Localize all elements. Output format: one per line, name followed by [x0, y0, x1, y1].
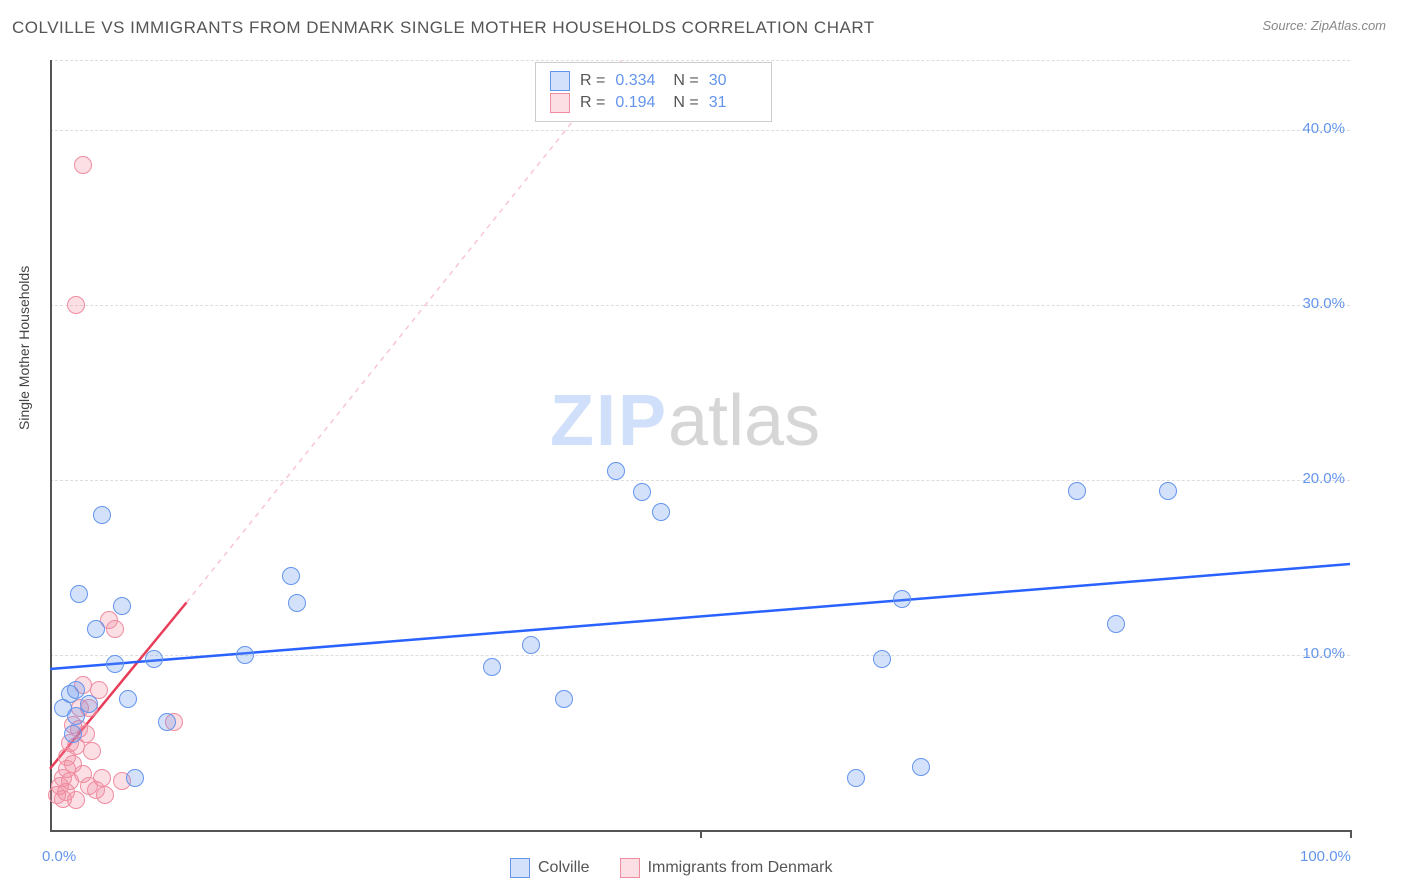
- legend-swatch-colville: [510, 858, 530, 878]
- legend-r-label: R =: [580, 94, 605, 112]
- data-point-colville: [893, 590, 911, 608]
- y-tick-label: 40.0%: [1290, 120, 1345, 137]
- data-point-colville: [64, 725, 82, 743]
- data-point-colville: [80, 695, 98, 713]
- data-point-colville: [847, 769, 865, 787]
- data-point-colville: [106, 655, 124, 673]
- legend-swatch-denmark: [550, 93, 570, 113]
- grid-line: [50, 305, 1350, 306]
- watermark-zip: ZIP: [550, 381, 668, 461]
- trend-line-denmark-ext: [187, 60, 623, 603]
- data-point-denmark: [106, 620, 124, 638]
- data-point-colville: [483, 658, 501, 676]
- data-point-colville: [119, 690, 137, 708]
- legend-n-label: N =: [673, 72, 698, 90]
- x-tick-label: 0.0%: [42, 848, 76, 865]
- data-point-colville: [555, 690, 573, 708]
- data-point-denmark: [74, 156, 92, 174]
- legend-correlation: R = 0.334 N = 30 R = 0.194 N = 31: [535, 62, 772, 122]
- data-point-denmark: [96, 786, 114, 804]
- x-tick-mark: [1350, 830, 1352, 838]
- grid-line: [50, 480, 1350, 481]
- legend-r-colville: 0.334: [615, 72, 663, 90]
- watermark-atlas: atlas: [668, 381, 820, 461]
- data-point-denmark: [67, 296, 85, 314]
- x-tick-mark: [700, 830, 702, 838]
- data-point-colville: [652, 503, 670, 521]
- data-point-colville: [607, 462, 625, 480]
- grid-line: [50, 130, 1350, 131]
- chart-svg-layer: [0, 0, 1406, 892]
- data-point-denmark: [93, 769, 111, 787]
- data-point-denmark: [83, 742, 101, 760]
- legend-series: Colville Immigrants from Denmark: [510, 858, 833, 878]
- data-point-colville: [1068, 482, 1086, 500]
- legend-label-denmark: Immigrants from Denmark: [648, 859, 833, 877]
- data-point-colville: [236, 646, 254, 664]
- legend-r-denmark: 0.194: [615, 94, 663, 112]
- legend-row-denmark: R = 0.194 N = 31: [550, 93, 757, 113]
- chart-source: Source: ZipAtlas.com: [1262, 18, 1386, 33]
- y-tick-label: 20.0%: [1290, 470, 1345, 487]
- legend-swatch-denmark: [620, 858, 640, 878]
- y-tick-label: 10.0%: [1290, 645, 1345, 662]
- data-point-colville: [912, 758, 930, 776]
- legend-item-denmark: Immigrants from Denmark: [620, 858, 833, 878]
- y-tick-label: 30.0%: [1290, 295, 1345, 312]
- legend-label-colville: Colville: [538, 859, 590, 877]
- legend-n-colville: 30: [709, 72, 757, 90]
- data-point-colville: [1107, 615, 1125, 633]
- data-point-denmark: [67, 791, 85, 809]
- chart-title: COLVILLE VS IMMIGRANTS FROM DENMARK SING…: [12, 18, 875, 37]
- legend-row-colville: R = 0.334 N = 30: [550, 71, 757, 91]
- legend-n-denmark: 31: [709, 94, 757, 112]
- y-axis-label: Single Mother Households: [16, 266, 32, 430]
- data-point-colville: [288, 594, 306, 612]
- x-tick-label: 100.0%: [1300, 848, 1351, 865]
- data-point-colville: [87, 620, 105, 638]
- data-point-colville: [126, 769, 144, 787]
- data-point-colville: [873, 650, 891, 668]
- data-point-colville: [158, 713, 176, 731]
- data-point-colville: [70, 585, 88, 603]
- data-point-colville: [1159, 482, 1177, 500]
- data-point-colville: [282, 567, 300, 585]
- grid-line: [50, 60, 1350, 61]
- legend-r-label: R =: [580, 72, 605, 90]
- data-point-colville: [113, 597, 131, 615]
- legend-item-colville: Colville: [510, 858, 590, 878]
- data-point-colville: [145, 650, 163, 668]
- chart-header: COLVILLE VS IMMIGRANTS FROM DENMARK SING…: [12, 18, 1386, 48]
- legend-swatch-colville: [550, 71, 570, 91]
- legend-n-label: N =: [673, 94, 698, 112]
- watermark: ZIPatlas: [550, 380, 820, 462]
- data-point-colville: [522, 636, 540, 654]
- y-axis-line: [50, 60, 52, 830]
- data-point-colville: [93, 506, 111, 524]
- data-point-colville: [633, 483, 651, 501]
